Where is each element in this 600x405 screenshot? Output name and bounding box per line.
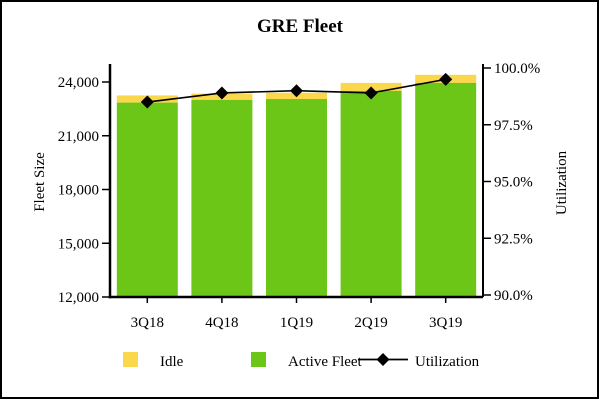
utilization-marker-3Q18 xyxy=(140,95,154,109)
bar-active-1Q19 xyxy=(266,99,327,297)
legend-label-idle: Idle xyxy=(160,354,184,370)
chart-title: GRE Fleet xyxy=(257,16,344,37)
x-axis-tick-label-1Q19: 1Q19 xyxy=(280,315,313,331)
legend-swatch-idle xyxy=(123,352,138,367)
left-axis-tick-label: 21,000 xyxy=(58,129,99,145)
legend: Idle Active Fleet Utilization xyxy=(123,352,480,370)
utilization-marker-2Q19 xyxy=(364,86,378,100)
left-axis-title: Fleet Size xyxy=(32,152,48,212)
left-axis-tick-label: 18,000 xyxy=(58,183,99,199)
legend-label-utilization: Utilization xyxy=(415,354,480,370)
legend-marker-utilization-diamond-icon xyxy=(376,353,390,366)
right-axis-tick-label: 97.5% xyxy=(494,118,533,134)
utilization-marker-3Q19 xyxy=(439,72,453,86)
legend-swatch-active-fleet xyxy=(251,352,266,367)
plot-area: 3Q18 4Q18 1Q19 2Q19 3Q19 24,000 21,000 18,000 15… xyxy=(58,61,541,331)
right-axis-tick-label: 100.0% xyxy=(494,61,540,77)
x-axis-tick-label-3Q19: 3Q19 xyxy=(429,315,462,331)
x-axis-tick-label-2Q19: 2Q19 xyxy=(354,315,387,331)
bar-active-2Q19 xyxy=(340,90,402,297)
left-axis-tick-label: 24,000 xyxy=(58,75,99,91)
bar-active-4Q18 xyxy=(191,99,253,298)
left-axis-tick-label: 15,000 xyxy=(58,236,99,252)
utilization-marker-1Q19 xyxy=(290,84,303,98)
right-axis-tick-label: 95.0% xyxy=(494,175,533,191)
x-axis-tick-label-4Q18: 4Q18 xyxy=(205,315,238,331)
right-axis-tick-label: 90.0% xyxy=(494,288,533,304)
left-axis-tick-label: 12,000 xyxy=(58,290,99,306)
bar-active-3Q19 xyxy=(415,82,477,297)
bar-active-3Q18 xyxy=(116,102,178,298)
right-axis-title: Utilization xyxy=(554,150,570,215)
x-axis-tick-label-3Q18: 3Q18 xyxy=(131,315,164,331)
utilization-marker-4Q18 xyxy=(215,86,229,100)
right-axis-tick-label: 92.5% xyxy=(494,231,533,247)
legend-label-active-fleet: Active Fleet xyxy=(288,354,363,370)
